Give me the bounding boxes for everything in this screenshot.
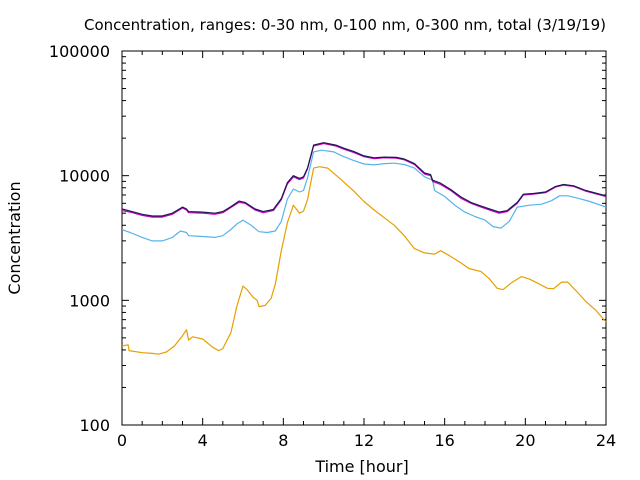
axis-ticks: 0 4 8 12 16 20 24 100 1000 10000 100000	[49, 42, 616, 450]
series-line-4	[121, 142, 607, 217]
x-tick-label: 16	[434, 431, 454, 450]
x-tick-label: 4	[198, 431, 208, 450]
y-tick-label: 10000	[59, 167, 110, 186]
series-line-3	[121, 142, 607, 218]
series-group	[121, 142, 607, 355]
series-line-1	[121, 166, 607, 355]
plot-frame	[121, 50, 607, 426]
x-axis-title: Time [hour]	[314, 457, 408, 476]
x-tick-label: 8	[278, 431, 288, 450]
series-line-2	[121, 149, 607, 242]
x-tick-label: 0	[117, 431, 127, 450]
y-axis-title: Concentration	[5, 181, 24, 294]
y-tick-label: 1000	[69, 291, 110, 310]
chart-title: Concentration, ranges: 0-30 nm, 0-100 nm…	[84, 16, 606, 34]
y-tick-label: 100	[79, 416, 110, 435]
x-tick-label: 12	[354, 431, 374, 450]
y-tick-label: 100000	[49, 42, 110, 61]
x-tick-label: 24	[596, 431, 616, 450]
x-tick-label: 20	[515, 431, 535, 450]
